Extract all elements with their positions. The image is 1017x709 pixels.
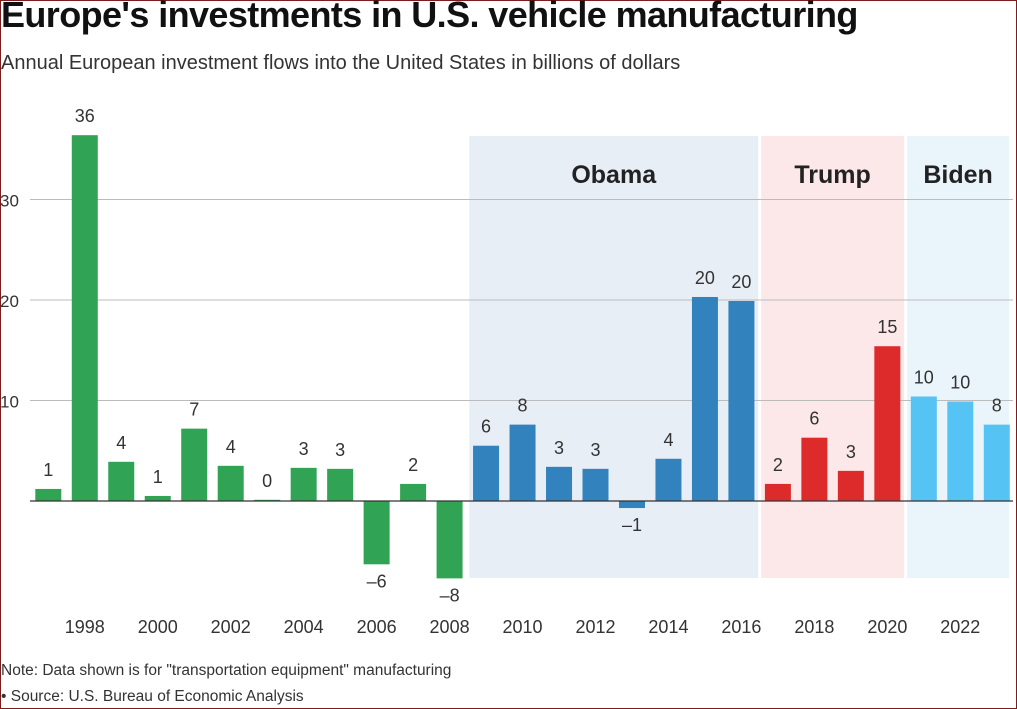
x-tick-label-2002: 2002 (211, 617, 251, 637)
data-label-2009: 6 (481, 417, 491, 437)
source-note: • Source: U.S. Bureau of Economic Analys… (1, 688, 304, 705)
bar-2000 (144, 495, 171, 501)
data-label-2022: 10 (950, 373, 970, 393)
bar-1997 (35, 488, 62, 501)
bar-2007 (400, 483, 427, 501)
data-label-2021: 10 (914, 367, 934, 387)
bar-2002 (217, 465, 244, 501)
bar-2016 (728, 301, 755, 501)
data-label-2000: 1 (153, 467, 163, 487)
chart-subtitle: Annual European investment flows into th… (1, 52, 681, 74)
x-tick-label-2014: 2014 (648, 617, 688, 637)
data-label-2023: 8 (992, 396, 1002, 416)
data-label-2004: 3 (299, 439, 309, 459)
x-tick-label-1998: 1998 (65, 617, 105, 637)
period-band-biden (907, 136, 1009, 578)
data-label-2019: 3 (846, 442, 856, 462)
data-label-2011: 3 (554, 438, 564, 458)
footnote: Note: Data shown is for "transportation … (1, 662, 452, 679)
x-tick-label-2018: 2018 (794, 617, 834, 637)
period-label-biden: Biden (923, 161, 992, 189)
bar-2022 (947, 401, 974, 501)
data-label-1997: 1 (43, 460, 53, 480)
data-label-1999: 4 (116, 433, 126, 453)
bar-2004 (290, 467, 317, 501)
bar-2017 (764, 483, 791, 501)
data-label-2018: 6 (809, 409, 819, 429)
bar-1999 (108, 461, 135, 501)
data-label-2012: 3 (590, 440, 600, 460)
bar-2010 (509, 424, 536, 501)
y-tick-label-10: 10 (0, 393, 19, 412)
bar-2005 (327, 468, 354, 501)
y-tick-label-20: 20 (0, 292, 19, 311)
bar-2006 (363, 501, 390, 565)
bar-1998 (71, 135, 98, 501)
data-label-2017: 2 (773, 455, 783, 475)
x-tick-label-2010: 2010 (503, 617, 543, 637)
data-label-2016: 20 (731, 272, 751, 292)
x-tick-label-2022: 2022 (940, 617, 980, 637)
bar-2021 (910, 396, 937, 501)
bar-2001 (181, 428, 208, 501)
data-label-2010: 8 (518, 396, 528, 416)
data-label-2003: 0 (262, 471, 272, 491)
data-label-2008: –8 (440, 585, 460, 605)
x-tick-label-2012: 2012 (575, 617, 615, 637)
data-label-2002: 4 (226, 437, 236, 457)
data-label-2013: –1 (622, 515, 642, 535)
bar-2019 (837, 470, 864, 501)
bar-2018 (801, 437, 828, 501)
x-tick-label-2000: 2000 (138, 617, 178, 637)
x-tick-label-2016: 2016 (721, 617, 761, 637)
bar-2014 (655, 458, 682, 501)
x-tick-label-2006: 2006 (357, 617, 397, 637)
period-label-obama: Obama (571, 161, 657, 189)
bar-2008 (436, 501, 463, 579)
data-label-2015: 20 (695, 268, 715, 288)
data-label-2001: 7 (189, 400, 199, 420)
chart-title: Europe's investments in U.S. vehicle man… (1, 0, 858, 35)
bar-2023 (983, 424, 1010, 501)
bar-2015 (691, 296, 718, 501)
bar-2009 (473, 445, 500, 501)
data-label-2005: 3 (335, 440, 345, 460)
x-tick-label-2004: 2004 (284, 617, 324, 637)
data-label-2020: 15 (877, 317, 897, 337)
y-tick-label-30: 30 (0, 192, 19, 211)
period-label-trump: Trump (794, 161, 870, 189)
x-tick-label-2020: 2020 (867, 617, 907, 637)
x-tick-label-2008: 2008 (430, 617, 470, 637)
bar-2020 (874, 346, 901, 501)
data-label-2006: –6 (367, 571, 387, 591)
data-label-2014: 4 (663, 430, 673, 450)
bar-2012 (582, 468, 609, 501)
bar-2011 (546, 466, 573, 501)
bar-2013 (618, 501, 645, 509)
data-label-1998: 36 (75, 106, 95, 126)
data-label-2007: 2 (408, 455, 418, 475)
